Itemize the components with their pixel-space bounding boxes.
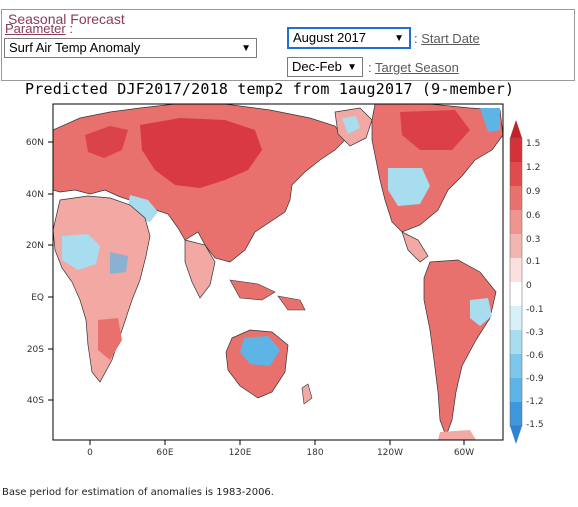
central-africa-cool-patch [110, 252, 128, 274]
dropdown-arrow-icon: ▼ [394, 33, 404, 44]
greenland-cool-patch [342, 116, 360, 134]
chart-title: Predicted DJF2017/2018 temp2 from 1aug20… [25, 80, 515, 98]
start-date-label: : Start Date [414, 31, 480, 46]
seasonal-forecast-panel: Seasonal Forecast [1, 9, 575, 81]
start-date-select[interactable]: August 2017 ▼ [287, 27, 411, 49]
start-date-link[interactable]: Start Date [421, 31, 480, 46]
colorbar-label: 0.1 [526, 257, 540, 267]
lat-tick-label: 40N [26, 190, 44, 200]
colorbar-label: -0.9 [526, 374, 544, 384]
colorbar-label: 1.2 [526, 163, 540, 173]
footer-note: Base period for estimation of anomalies … [2, 487, 274, 498]
brazil-cool-patch [470, 298, 492, 326]
colorbar-label: 0.9 [526, 187, 541, 197]
usa-cool-patch [388, 168, 430, 206]
parameter-label: Parameter : [5, 21, 73, 36]
colorbar-segment [510, 162, 522, 186]
lon-tick-label: 0 [87, 448, 93, 458]
new-zealand [301, 383, 313, 405]
colorbar: 1.5 1.2 0.9 0.6 0.3 0.1 0 -0.1 -0.3 -0.6… [509, 120, 544, 444]
colorbar-label: -0.1 [526, 305, 544, 315]
antarctic-edge [438, 430, 476, 440]
colorbar-segment [510, 330, 522, 354]
south-africa-warm-patch [98, 318, 122, 360]
colorbar-segment [510, 234, 522, 258]
colorbar-segment [510, 402, 522, 426]
colorbar-segment [510, 258, 522, 282]
colorbar-top-cap [510, 120, 522, 138]
parameter-select[interactable]: Surf Air Temp Anomaly ▼ [4, 38, 257, 58]
scandinavia-warm-core [85, 126, 128, 158]
lat-tick-label: 60N [26, 138, 44, 148]
lon-tick-label: 180 [306, 448, 323, 458]
colorbar-segment [510, 210, 522, 234]
colorbar-label: 0.6 [526, 211, 541, 221]
map-frame [52, 103, 504, 441]
south-asia-region [184, 239, 216, 299]
colorbar-segment [510, 186, 522, 210]
lat-tick-label: 20S [27, 345, 44, 355]
target-season-label: : Target Season [368, 60, 459, 75]
colorbar-label: -1.5 [526, 420, 544, 430]
lat-tick-label: 40S [27, 396, 44, 406]
panel-legend: Seasonal Forecast [6, 11, 127, 27]
parameter-select-value: Surf Air Temp Anomaly [9, 40, 141, 55]
central-america-region [401, 231, 429, 263]
colorbar-label: 0.3 [526, 235, 540, 245]
west-africa-cool-patch [62, 234, 100, 270]
colorbar-label: -0.3 [526, 328, 544, 338]
lat-axis: 60N 40N 20N EQ 20S 40S [26, 138, 53, 406]
dropdown-arrow-icon: ▼ [241, 43, 251, 54]
lon-tick-label: 60W [454, 448, 474, 458]
parameter-label-text: Parameter [5, 21, 66, 36]
canada-warm-core [400, 110, 470, 150]
hudson-cool-patch [480, 108, 500, 132]
dropdown-arrow-icon: ▼ [347, 62, 357, 73]
target-season-select[interactable]: Dec-Feb ▼ [287, 57, 363, 77]
target-season-select-value: Dec-Feb [292, 59, 342, 74]
maritime-continent [229, 279, 306, 311]
colorbar-segment [510, 282, 522, 306]
colorbar-label: -0.6 [526, 351, 544, 361]
colorbar-segment [510, 306, 522, 330]
colorbar-bottom-cap [510, 426, 522, 444]
central-asia-warm-core [140, 118, 262, 188]
start-date-select-value: August 2017 [293, 30, 367, 45]
target-season-link[interactable]: Target Season [375, 60, 459, 75]
colorbar-label: 1.5 [526, 139, 540, 149]
lon-tick-label: 120E [229, 448, 252, 458]
lon-axis: 0 60E 120E 180 120W 60W [87, 440, 474, 458]
colorbar-segment [510, 378, 522, 402]
lon-tick-label: 60E [156, 448, 173, 458]
colorbar-label: -1.2 [526, 397, 544, 407]
colorbar-segment [510, 138, 522, 162]
australia-cool-patch [240, 336, 280, 366]
colorbar-segment [510, 354, 522, 378]
lon-tick-label: 120W [377, 448, 403, 458]
lat-tick-label: 20N [26, 241, 44, 251]
colorbar-label: 0 [526, 281, 532, 291]
lat-tick-label: EQ [31, 293, 44, 303]
land-masses [53, 104, 503, 440]
